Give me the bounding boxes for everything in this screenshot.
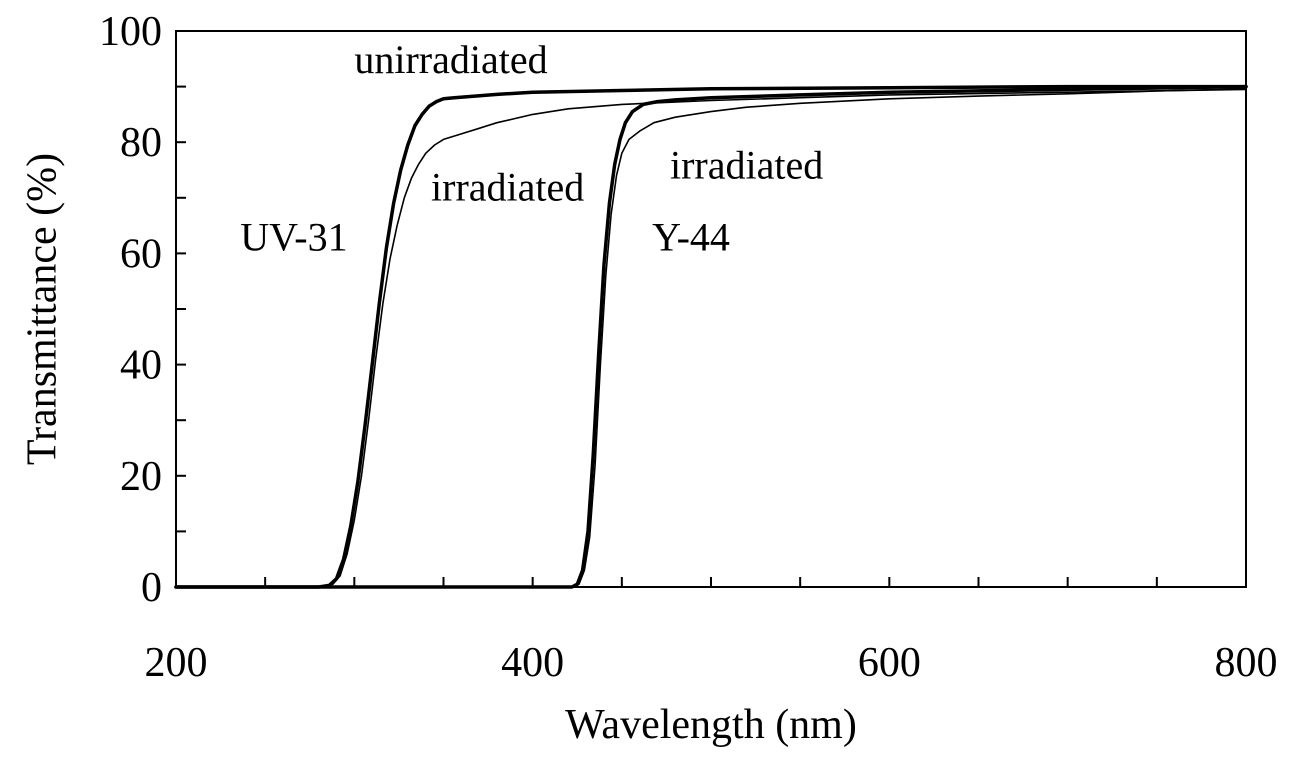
y-tick-label: 0 bbox=[141, 565, 162, 611]
annotations-layer: unirradiated irradiated UV-31 irradiated Y-4… bbox=[240, 37, 823, 260]
ticks-layer bbox=[176, 85, 1158, 587]
series-line-4 bbox=[175, 88, 1247, 588]
y-tick-label: 60 bbox=[120, 231, 162, 277]
y-tick-label: 100 bbox=[99, 9, 162, 55]
series-line-3 bbox=[174, 84, 1248, 589]
labels-layer: 200 400 600 800 0 20 40 60 80 100 bbox=[99, 9, 1278, 686]
annotation-label: UV-31 bbox=[240, 215, 347, 260]
x-axis-title: Wavelength (nm) bbox=[565, 702, 857, 748]
y-axis-title: Transmittance (%) bbox=[20, 153, 66, 465]
annotation-label: irradiated bbox=[431, 165, 584, 210]
x-tick-label: 200 bbox=[145, 640, 208, 686]
plot-frame bbox=[175, 30, 1247, 588]
y-tick-label: 80 bbox=[120, 120, 162, 166]
x-tick-label: 400 bbox=[501, 640, 564, 686]
annotation-label: Y-44 bbox=[652, 215, 730, 260]
x-tick-label: 800 bbox=[1215, 640, 1278, 686]
annotation-label: unirradiated bbox=[354, 37, 547, 82]
series-layer bbox=[174, 84, 1248, 589]
annotation-label: irradiated bbox=[670, 142, 823, 187]
x-tick-label: 600 bbox=[858, 640, 921, 686]
y-tick-label: 20 bbox=[120, 454, 162, 500]
y-tick-label: 40 bbox=[120, 343, 162, 389]
series-line-1 bbox=[174, 84, 1248, 589]
